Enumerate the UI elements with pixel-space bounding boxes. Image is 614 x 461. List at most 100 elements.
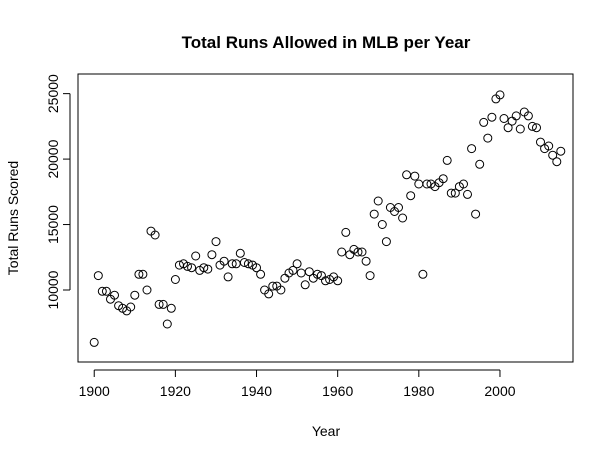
data-point (312, 269, 322, 279)
data-point (353, 247, 363, 257)
data-point (130, 290, 140, 300)
y-tick-label: 15000 (45, 205, 61, 244)
y-tick-label: 20000 (45, 139, 61, 178)
data-point (414, 179, 424, 189)
data-point (150, 230, 160, 240)
y-tick-label: 10000 (45, 270, 61, 309)
data-point (223, 272, 233, 282)
data-point (381, 237, 391, 247)
data-point (536, 137, 545, 147)
data-points (89, 90, 566, 347)
data-point (134, 269, 144, 279)
x-axis: 1900 1920 1940 1960 1980 2000 (79, 369, 516, 399)
data-point (219, 256, 229, 266)
y-tick-label: 25000 (45, 74, 61, 113)
data-point (341, 227, 351, 237)
data-point (154, 299, 164, 309)
data-point (207, 250, 217, 260)
data-point (544, 141, 554, 151)
data-point (487, 112, 497, 122)
data-point (333, 276, 343, 286)
data-point (191, 251, 201, 261)
x-tick-label: 1920 (160, 383, 191, 399)
data-point (138, 269, 148, 279)
data-point (211, 237, 221, 247)
data-point (337, 247, 347, 257)
data-point (288, 265, 298, 275)
data-point (406, 191, 416, 201)
data-point (280, 273, 290, 283)
data-point (256, 269, 266, 279)
data-point (410, 171, 420, 181)
data-point (243, 259, 253, 269)
data-point (446, 188, 456, 198)
data-point (357, 247, 367, 257)
data-point (463, 189, 472, 199)
data-point (276, 285, 286, 295)
data-point (475, 159, 485, 169)
data-point (515, 124, 525, 134)
data-point (252, 263, 261, 273)
data-point (235, 248, 245, 258)
data-point (499, 114, 509, 123)
x-axis-label: Year (312, 423, 341, 439)
data-point (459, 179, 468, 189)
data-point (377, 220, 387, 229)
data-point (503, 123, 513, 133)
data-point (552, 157, 562, 167)
data-point (93, 271, 103, 281)
data-point (369, 209, 379, 219)
plot-frame (77, 73, 574, 363)
data-point (438, 174, 448, 184)
data-point (203, 264, 213, 274)
data-point (442, 155, 452, 165)
data-point (268, 281, 278, 291)
data-point (422, 179, 432, 189)
data-point (183, 261, 192, 271)
data-point (304, 267, 314, 277)
data-point (345, 250, 355, 260)
data-point (126, 302, 136, 312)
data-point (556, 146, 566, 156)
data-point (507, 116, 517, 126)
data-point (321, 276, 330, 286)
data-point (89, 337, 99, 347)
data-point (110, 290, 119, 300)
data-point (166, 303, 176, 313)
data-point (264, 289, 274, 299)
chart-title: Total Runs Allowed in MLB per Year (182, 33, 471, 52)
data-point (548, 150, 558, 160)
data-point (483, 133, 493, 143)
x-tick-label: 2000 (484, 383, 515, 399)
data-point (450, 188, 460, 198)
data-point (101, 286, 111, 296)
data-point (467, 144, 477, 154)
data-point (162, 319, 172, 329)
data-point (418, 269, 428, 279)
data-point (398, 213, 408, 223)
data-point (239, 258, 249, 267)
data-point (296, 268, 306, 278)
data-point (532, 123, 541, 133)
x-tick-label: 1940 (241, 383, 272, 399)
data-point (471, 209, 481, 219)
data-point (97, 286, 107, 296)
data-point (365, 271, 375, 281)
data-point (511, 111, 521, 121)
y-axis-label: Total Runs Scored (5, 161, 21, 275)
data-point (527, 121, 537, 131)
data-point (495, 90, 505, 100)
data-point (373, 196, 383, 206)
data-point (170, 275, 180, 284)
data-point (402, 170, 412, 180)
x-tick-label: 1900 (79, 383, 110, 399)
data-point (394, 203, 403, 212)
y-axis: 10000 15000 20000 25000 (45, 74, 71, 309)
data-point (292, 259, 302, 269)
data-point (523, 111, 533, 121)
x-tick-label: 1960 (322, 383, 353, 399)
data-point (158, 299, 168, 309)
data-point (187, 263, 197, 273)
data-point (300, 280, 310, 290)
